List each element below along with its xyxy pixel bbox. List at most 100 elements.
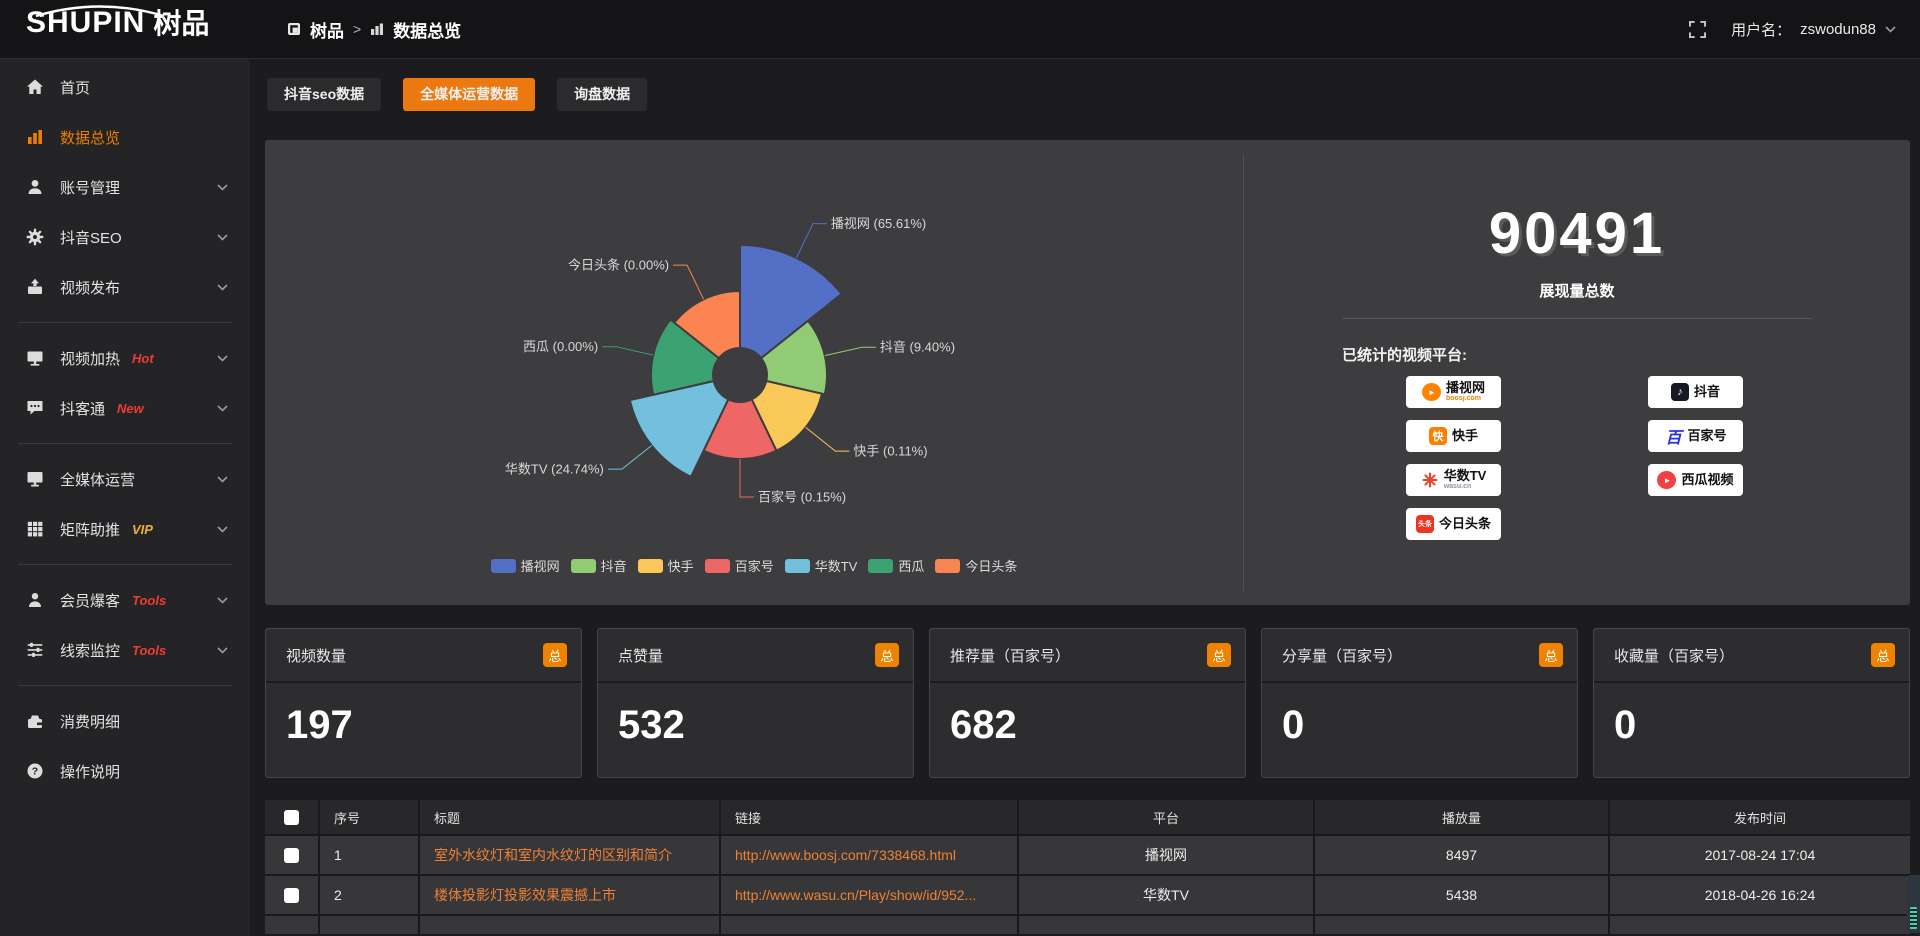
legend-label: 百家号	[734, 559, 774, 574]
select-all-checkbox[interactable]	[284, 809, 299, 825]
legend-item-今日头条[interactable]: 今日头条	[935, 556, 1017, 575]
logo-arc	[35, 5, 165, 18]
legend-item-百家号[interactable]: 百家号	[704, 556, 774, 575]
videos-table: 序号 标题 链接 平台 播放量 发布时间 1 室外水纹灯和室内水纹灯的区别和简介 http://…	[265, 800, 1910, 934]
pie-slice-今日头条[interactable]	[672, 289, 741, 360]
video-title-link[interactable]: 楼体投影灯投影效果震撼上市	[434, 887, 616, 903]
stat-card-收藏量（百家号）: 收藏量（百家号） 总 0	[1593, 628, 1910, 778]
sidebar-item-data-overview[interactable]: 数据总览	[0, 112, 250, 162]
sidebar-item-label: 操作说明	[60, 763, 121, 781]
kuaishou-icon: 快	[1428, 427, 1447, 445]
platform-sub: boosj.com	[1445, 395, 1481, 403]
upload-box-icon	[26, 278, 46, 296]
sidebar-item-label: 消费明细	[60, 713, 121, 731]
table-cell: 2	[320, 876, 418, 914]
douyin-icon: ♪	[1670, 383, 1689, 401]
stat-cards-row: 视频数量总 197 点赞量总 532 推荐量（百家号）总 682 分享量（百家号）总 0 收藏量…	[265, 628, 1910, 778]
apps-icon	[287, 22, 301, 36]
sidebar-item-douyin-seo[interactable]: 抖音SEO	[0, 212, 250, 262]
sidebar-item-home[interactable]: 首页	[0, 62, 250, 112]
pie-label-line	[795, 223, 827, 259]
total-badge[interactable]: 总	[875, 643, 899, 667]
user-label: 用户名：	[1731, 21, 1792, 39]
column-header-序号: 序号	[320, 800, 418, 834]
legend-item-西瓜[interactable]: 西瓜	[868, 556, 924, 575]
pie-slice-抖音[interactable]	[759, 319, 828, 396]
table-cell-partial	[721, 916, 1017, 934]
legend-item-抖音[interactable]: 抖音	[570, 556, 627, 575]
tab-1[interactable]: 抖音seo数据	[267, 78, 382, 111]
sidebar-item-badge: VIP	[132, 521, 153, 537]
table-cell	[265, 836, 318, 874]
sidebar-item-label: 会员爆客	[60, 592, 121, 610]
stat-card-title: 视频数量	[286, 647, 347, 665]
breadcrumb-separator: >	[353, 21, 362, 37]
tab-bar: 抖音seo数据 全媒体运营数据 询盘数据	[267, 78, 648, 111]
platform-badge-抖音: ♪ 抖音	[1648, 376, 1743, 408]
chevron-down-icon	[217, 183, 228, 191]
total-impressions-value: 90491	[1488, 201, 1666, 266]
sidebar-item-account-manage[interactable]: 账号管理	[0, 162, 250, 212]
sidebar-item-instructions[interactable]: ? 操作说明	[0, 746, 250, 796]
breadcrumb-root[interactable]: 树品	[310, 21, 344, 41]
legend-item-华数TV[interactable]: 华数TV	[784, 556, 857, 575]
total-badge[interactable]: 总	[1539, 643, 1563, 667]
table-cell: http://www.wasu.cn/Play/show/id/952...	[721, 876, 1017, 914]
pie-slice-华数TV[interactable]	[628, 379, 730, 479]
chevron-down-icon[interactable]	[1885, 25, 1896, 33]
row-checkbox[interactable]	[284, 847, 299, 863]
pie-slice-播视网[interactable]	[739, 243, 844, 360]
legend-swatch	[868, 558, 894, 573]
stat-card-视频数量: 视频数量 总 197	[265, 628, 582, 778]
total-badge[interactable]: 总	[543, 643, 567, 667]
stat-card-header: 推荐量（百家号） 总	[930, 629, 1245, 683]
tab-3[interactable]: 询盘数据	[557, 78, 648, 111]
sidebar-item-member-baoke[interactable]: 会员爆客 Tools	[0, 575, 250, 625]
table-cell: 8497	[1315, 836, 1608, 874]
platform-badge-百家号: 百百家号	[1648, 420, 1743, 452]
sidebar-item-badge: Hot	[132, 350, 154, 366]
legend-swatch	[570, 558, 596, 573]
tab-2[interactable]: 全媒体运营数据	[403, 78, 536, 111]
pie-label-line	[602, 346, 654, 356]
svg-text:?: ?	[32, 766, 38, 778]
xigua-icon: ►	[1657, 471, 1677, 489]
total-badge[interactable]: 总	[1871, 643, 1895, 667]
sidebar-item-douketong[interactable]: 抖客通 New	[0, 383, 250, 433]
stat-card-value: 197	[286, 703, 353, 747]
sidebar-divider	[18, 685, 232, 686]
panel-divider	[1243, 154, 1244, 591]
total-badge[interactable]: 总	[1207, 643, 1231, 667]
username[interactable]: zswodun88	[1800, 20, 1876, 38]
pie-slice-西瓜[interactable]	[649, 318, 721, 396]
platform-badge-播视网: ► 播视网 boosj.com	[1406, 376, 1501, 408]
stat-card-推荐量（百家号）: 推荐量（百家号） 总 682	[929, 628, 1246, 778]
table-cell: 1	[320, 836, 418, 874]
edge-widget[interactable]	[1907, 875, 1920, 933]
sidebar-item-video-heat[interactable]: 视频加热 Hot	[0, 333, 250, 383]
sidebar-item-video-publish[interactable]: 视频发布	[0, 262, 250, 312]
legend-item-播视网[interactable]: 播视网	[490, 556, 560, 575]
column-header-链接: 链接	[721, 800, 1017, 834]
logo: SHUPIN 树品	[26, 5, 209, 38]
video-title-link[interactable]: 室外水纹灯和室内水纹灯的区别和简介	[434, 847, 672, 863]
breadcrumb: 树品 > 数据总览	[287, 0, 461, 58]
legend-swatch	[637, 558, 663, 573]
table-cell: 播视网	[1019, 836, 1313, 874]
toutiao-icon: 头条	[1415, 515, 1434, 533]
legend-item-快手[interactable]: 快手	[637, 556, 694, 575]
video-url-link[interactable]: http://www.wasu.cn/Play/show/id/952...	[735, 887, 977, 903]
sidebar-item-consumption-detail[interactable]: 消费明细	[0, 696, 250, 746]
sidebar-item-label: 矩阵助推	[60, 521, 121, 539]
summary-divider	[1342, 318, 1812, 319]
fullscreen-icon[interactable]	[1689, 20, 1707, 38]
sidebar-item-media-operation[interactable]: 全媒体运营	[0, 454, 250, 504]
chevron-down-icon	[217, 646, 228, 654]
sidebar-item-matrix-boost[interactable]: 矩阵助推 VIP	[0, 504, 250, 554]
sidebar-item-clue-monitor[interactable]: 线索监控 Tools	[0, 625, 250, 675]
breadcrumb-current: 数据总览	[393, 21, 462, 41]
column-header-平台: 平台	[1019, 800, 1313, 834]
video-url-link[interactable]: http://www.boosj.com/7338468.html	[735, 847, 957, 863]
row-checkbox[interactable]	[284, 887, 299, 903]
stat-card-value: 0	[1282, 703, 1305, 747]
